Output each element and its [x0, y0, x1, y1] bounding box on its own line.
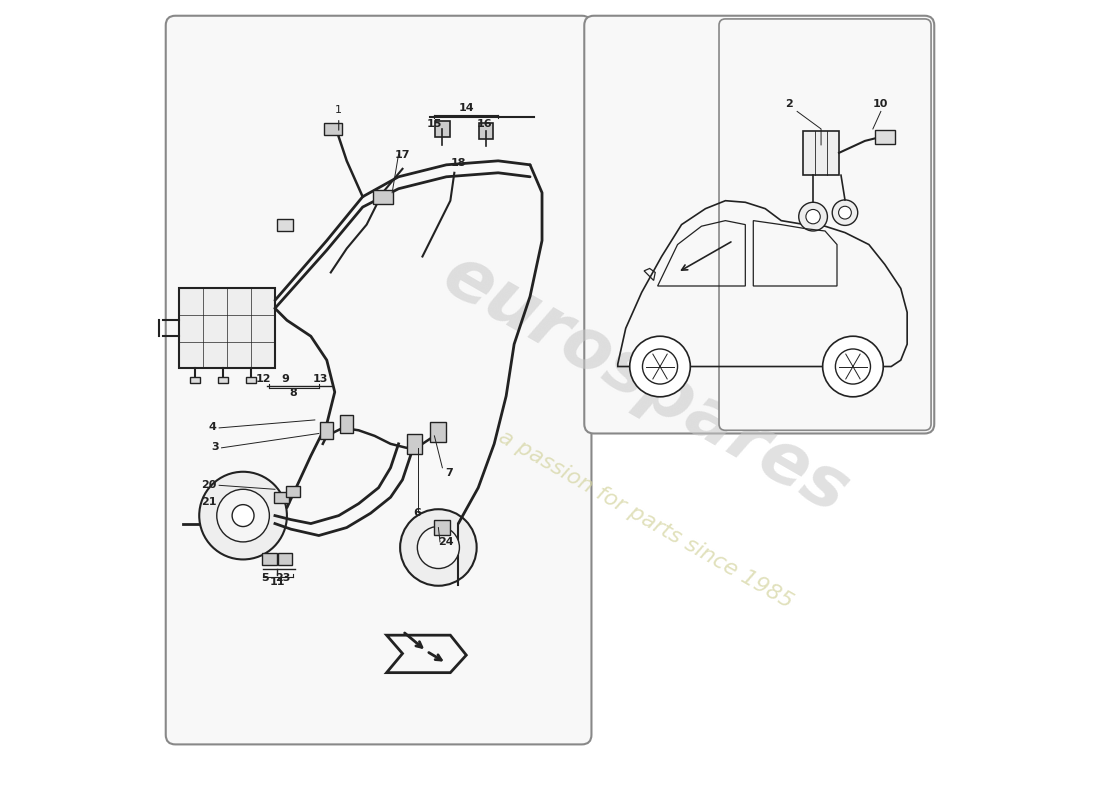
Text: 14: 14 [459, 103, 474, 114]
Bar [274, 492, 288, 503]
Circle shape [799, 202, 827, 231]
Bar [407, 434, 422, 454]
Text: 16: 16 [476, 118, 493, 129]
Text: 5: 5 [262, 573, 270, 583]
Bar [219, 377, 228, 383]
Bar [179, 288, 275, 368]
Text: 18: 18 [450, 158, 465, 169]
Text: a passion for parts since 1985: a passion for parts since 1985 [495, 427, 796, 612]
Text: 9: 9 [282, 374, 289, 384]
Circle shape [642, 349, 678, 384]
Bar [373, 190, 393, 204]
Text: 6: 6 [412, 507, 421, 518]
Circle shape [232, 505, 254, 526]
Circle shape [838, 206, 851, 219]
Text: 15: 15 [427, 118, 442, 129]
FancyBboxPatch shape [719, 19, 931, 430]
Bar [324, 122, 342, 135]
Text: 13: 13 [312, 374, 328, 384]
Circle shape [835, 349, 870, 384]
Bar [803, 131, 839, 174]
FancyBboxPatch shape [584, 16, 934, 434]
Text: 20: 20 [201, 480, 217, 490]
Bar [278, 554, 293, 566]
Text: 24: 24 [439, 537, 454, 547]
Text: 10: 10 [873, 98, 889, 109]
Bar [874, 130, 894, 144]
Text: 1: 1 [336, 105, 342, 130]
Bar [320, 422, 333, 439]
Text: 12: 12 [255, 374, 271, 384]
Bar [286, 486, 300, 498]
Text: 4: 4 [209, 422, 217, 432]
Text: 11: 11 [270, 577, 285, 587]
Bar [277, 218, 294, 230]
Text: 17: 17 [395, 150, 410, 161]
Bar [478, 122, 494, 138]
Bar [430, 422, 447, 442]
Text: 23: 23 [275, 573, 290, 583]
Bar [434, 520, 450, 534]
Text: 2: 2 [785, 98, 793, 109]
Text: 3: 3 [211, 442, 219, 452]
Bar [436, 121, 450, 137]
Circle shape [823, 336, 883, 397]
Text: eurospares: eurospares [430, 240, 860, 528]
Bar [246, 377, 256, 383]
Text: 7: 7 [444, 468, 452, 478]
Circle shape [217, 490, 270, 542]
Circle shape [833, 200, 858, 226]
Circle shape [417, 526, 460, 569]
Circle shape [806, 210, 821, 224]
FancyBboxPatch shape [166, 16, 592, 744]
Text: 8: 8 [289, 388, 297, 398]
Circle shape [400, 510, 476, 586]
Circle shape [199, 472, 287, 559]
Circle shape [629, 336, 691, 397]
Bar [190, 377, 200, 383]
Bar [340, 415, 353, 433]
Text: 21: 21 [201, 498, 217, 507]
Bar [262, 554, 276, 566]
